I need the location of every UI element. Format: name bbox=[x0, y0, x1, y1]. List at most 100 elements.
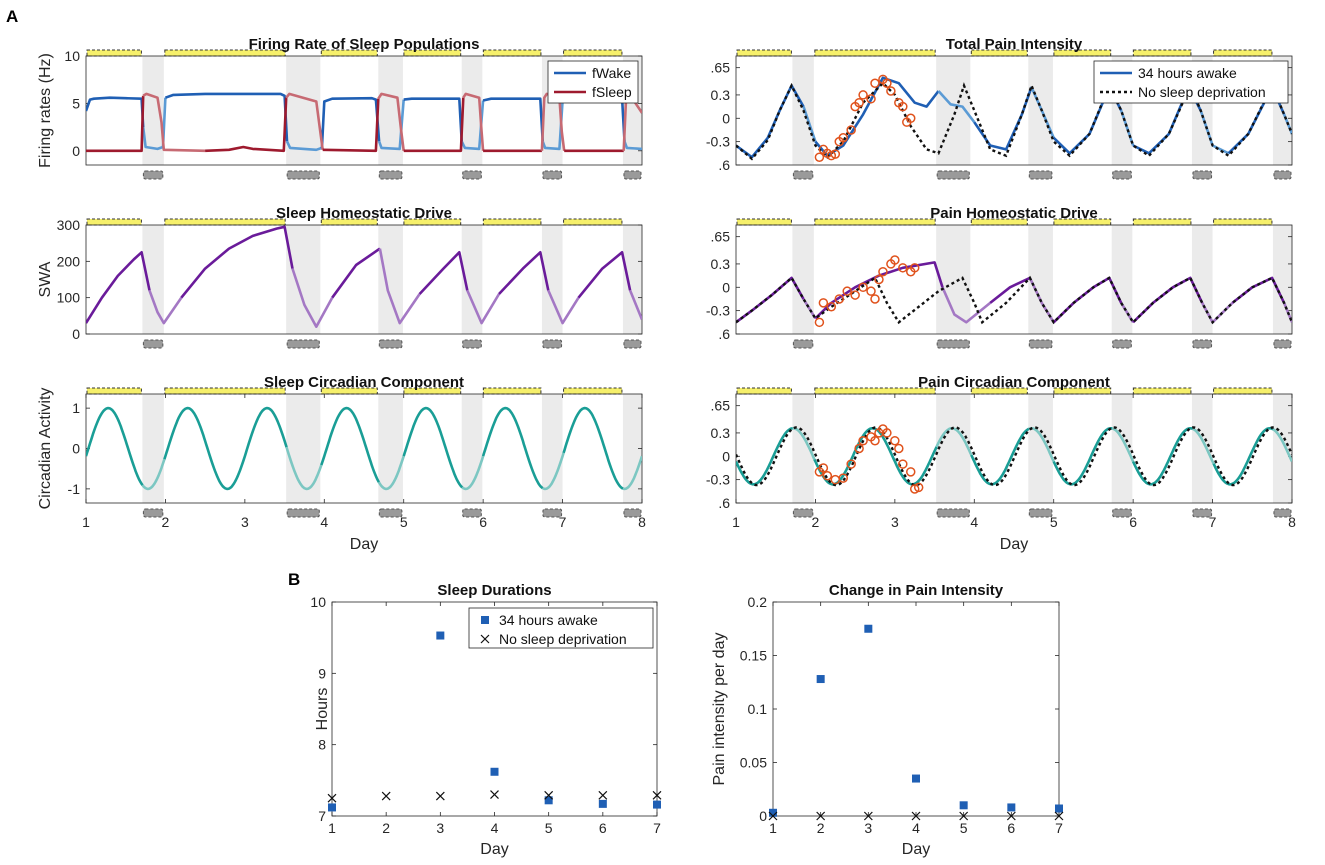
series-line-34-hours-awake bbox=[1132, 276, 1204, 324]
data-point-square bbox=[769, 808, 777, 817]
data-point-x bbox=[435, 791, 445, 801]
x-tick-label: 8 bbox=[1288, 514, 1296, 530]
sleep-bar bbox=[142, 508, 164, 518]
sleep-shade bbox=[142, 225, 164, 334]
data-point-circle bbox=[854, 97, 864, 108]
data-point-circle bbox=[838, 473, 848, 483]
axes-box bbox=[772, 601, 1060, 817]
chart-circ: -1 0 1 1 2 3 4 5 6 7 8 Sleep Circadian Component Day… bbox=[37, 374, 646, 553]
y-tick-label: .6 bbox=[718, 326, 730, 342]
series-line-circadian bbox=[402, 406, 464, 489]
sleep-shade bbox=[1111, 225, 1133, 334]
sleep-bar bbox=[936, 170, 970, 180]
series-line-swa bbox=[331, 247, 381, 299]
series-line-34-hours-awake bbox=[1212, 427, 1274, 486]
data-point-circle bbox=[894, 443, 904, 454]
data-point-circle bbox=[905, 467, 916, 477]
y-axis-label: Firing rates (Hz) bbox=[37, 53, 54, 168]
sleep-shade bbox=[622, 394, 642, 503]
sleep-shade bbox=[1191, 225, 1213, 334]
data-point-circle bbox=[898, 101, 908, 112]
data-point-circle bbox=[854, 443, 864, 454]
chart-title: Total Pain Intensity bbox=[946, 36, 1083, 53]
y-axis-label: SWA bbox=[37, 261, 54, 297]
data-point-square bbox=[912, 774, 920, 783]
chart-durations: 7 8 9 10 1 2 3 4 5 6 7 Sleep Durations Day Hours 34 ho… bbox=[310, 582, 662, 858]
x-tick-label: 3 bbox=[436, 820, 444, 836]
sleep-bar bbox=[286, 508, 320, 518]
series-line-34-hours-awake bbox=[937, 90, 976, 123]
plot-area bbox=[86, 225, 642, 328]
sleep-bar bbox=[1112, 339, 1132, 349]
sleep-bar bbox=[1112, 508, 1132, 518]
data-point-circle bbox=[913, 482, 924, 493]
legend-label: No sleep deprivation bbox=[1138, 84, 1266, 100]
sleep-bar bbox=[792, 339, 814, 349]
x-tick-label: 1 bbox=[328, 820, 336, 836]
sleep-shade bbox=[936, 394, 971, 503]
x-tick-label: 2 bbox=[812, 514, 820, 530]
data-point-square bbox=[1007, 803, 1016, 812]
series-line-swa bbox=[466, 289, 501, 325]
y-tick-label: 0.2 bbox=[748, 594, 768, 610]
data-point-square bbox=[598, 799, 607, 808]
series-line-fwake bbox=[320, 96, 381, 148]
data-point-circle bbox=[858, 282, 868, 293]
data-point-x bbox=[1006, 811, 1016, 821]
wake-bar bbox=[814, 387, 936, 395]
sleep-bar bbox=[142, 339, 164, 349]
series-line-swa bbox=[498, 251, 550, 295]
sleep-shade bbox=[541, 394, 563, 503]
legend-label: No sleep deprivation bbox=[499, 631, 627, 647]
data-point-circle bbox=[890, 255, 900, 265]
data-point-x bbox=[959, 811, 969, 821]
y-tick-label: .65 bbox=[711, 229, 731, 245]
series-line-fsleep bbox=[403, 97, 465, 153]
data-point-x bbox=[544, 790, 554, 800]
series-line-fsleep bbox=[322, 98, 380, 153]
series-line-fwake bbox=[482, 97, 544, 142]
y-axis-label: Hours bbox=[314, 688, 331, 731]
x-tick-label: 7 bbox=[1055, 820, 1063, 836]
data-point-circle bbox=[842, 286, 852, 296]
data-point-circle bbox=[846, 459, 856, 469]
series-line-swa bbox=[180, 225, 294, 299]
data-point-circle bbox=[878, 266, 888, 277]
wake-bar bbox=[164, 218, 286, 226]
data-point-circle bbox=[870, 435, 880, 446]
series-line-fsleep bbox=[462, 92, 485, 151]
sleep-bar bbox=[1192, 339, 1213, 349]
data-point-circle bbox=[882, 78, 892, 88]
wake-bar bbox=[736, 387, 792, 395]
wake-bar bbox=[563, 387, 623, 395]
y-tick-label: 0.3 bbox=[711, 87, 731, 103]
x-axis-label: Day bbox=[1000, 536, 1028, 553]
data-point-circle bbox=[870, 78, 880, 88]
series-line-34-hours-awake bbox=[1052, 427, 1113, 486]
sleep-shade bbox=[1111, 394, 1133, 503]
wake-bar bbox=[970, 387, 1028, 395]
data-point-circle bbox=[870, 294, 880, 304]
x-tick-label: 6 bbox=[1129, 514, 1137, 530]
sleep-bar bbox=[378, 508, 403, 518]
wake-bar bbox=[1213, 218, 1273, 226]
y-tick-label: 5 bbox=[72, 95, 80, 111]
wake-bar bbox=[1132, 49, 1192, 57]
legend-label: 34 hours awake bbox=[499, 612, 598, 628]
series-line-fwake bbox=[403, 97, 463, 142]
series-line-34-hours-awake bbox=[1028, 427, 1055, 463]
wake-bar bbox=[1213, 49, 1273, 57]
sleep-shade bbox=[1272, 225, 1292, 334]
data-point-x bbox=[490, 790, 499, 800]
sleep-bar bbox=[623, 339, 642, 349]
data-point-circle bbox=[898, 459, 908, 469]
y-tick-label: 0 bbox=[72, 326, 80, 342]
sleep-bar bbox=[1273, 339, 1292, 349]
plot-area bbox=[736, 424, 1292, 494]
sleep-shade bbox=[142, 56, 164, 165]
data-point-circle bbox=[830, 149, 841, 159]
legend-label: fSleep bbox=[592, 84, 632, 100]
series-line-34-hours-awake bbox=[1052, 276, 1123, 324]
sleep-bar bbox=[792, 508, 814, 518]
data-point-circle bbox=[882, 428, 892, 438]
